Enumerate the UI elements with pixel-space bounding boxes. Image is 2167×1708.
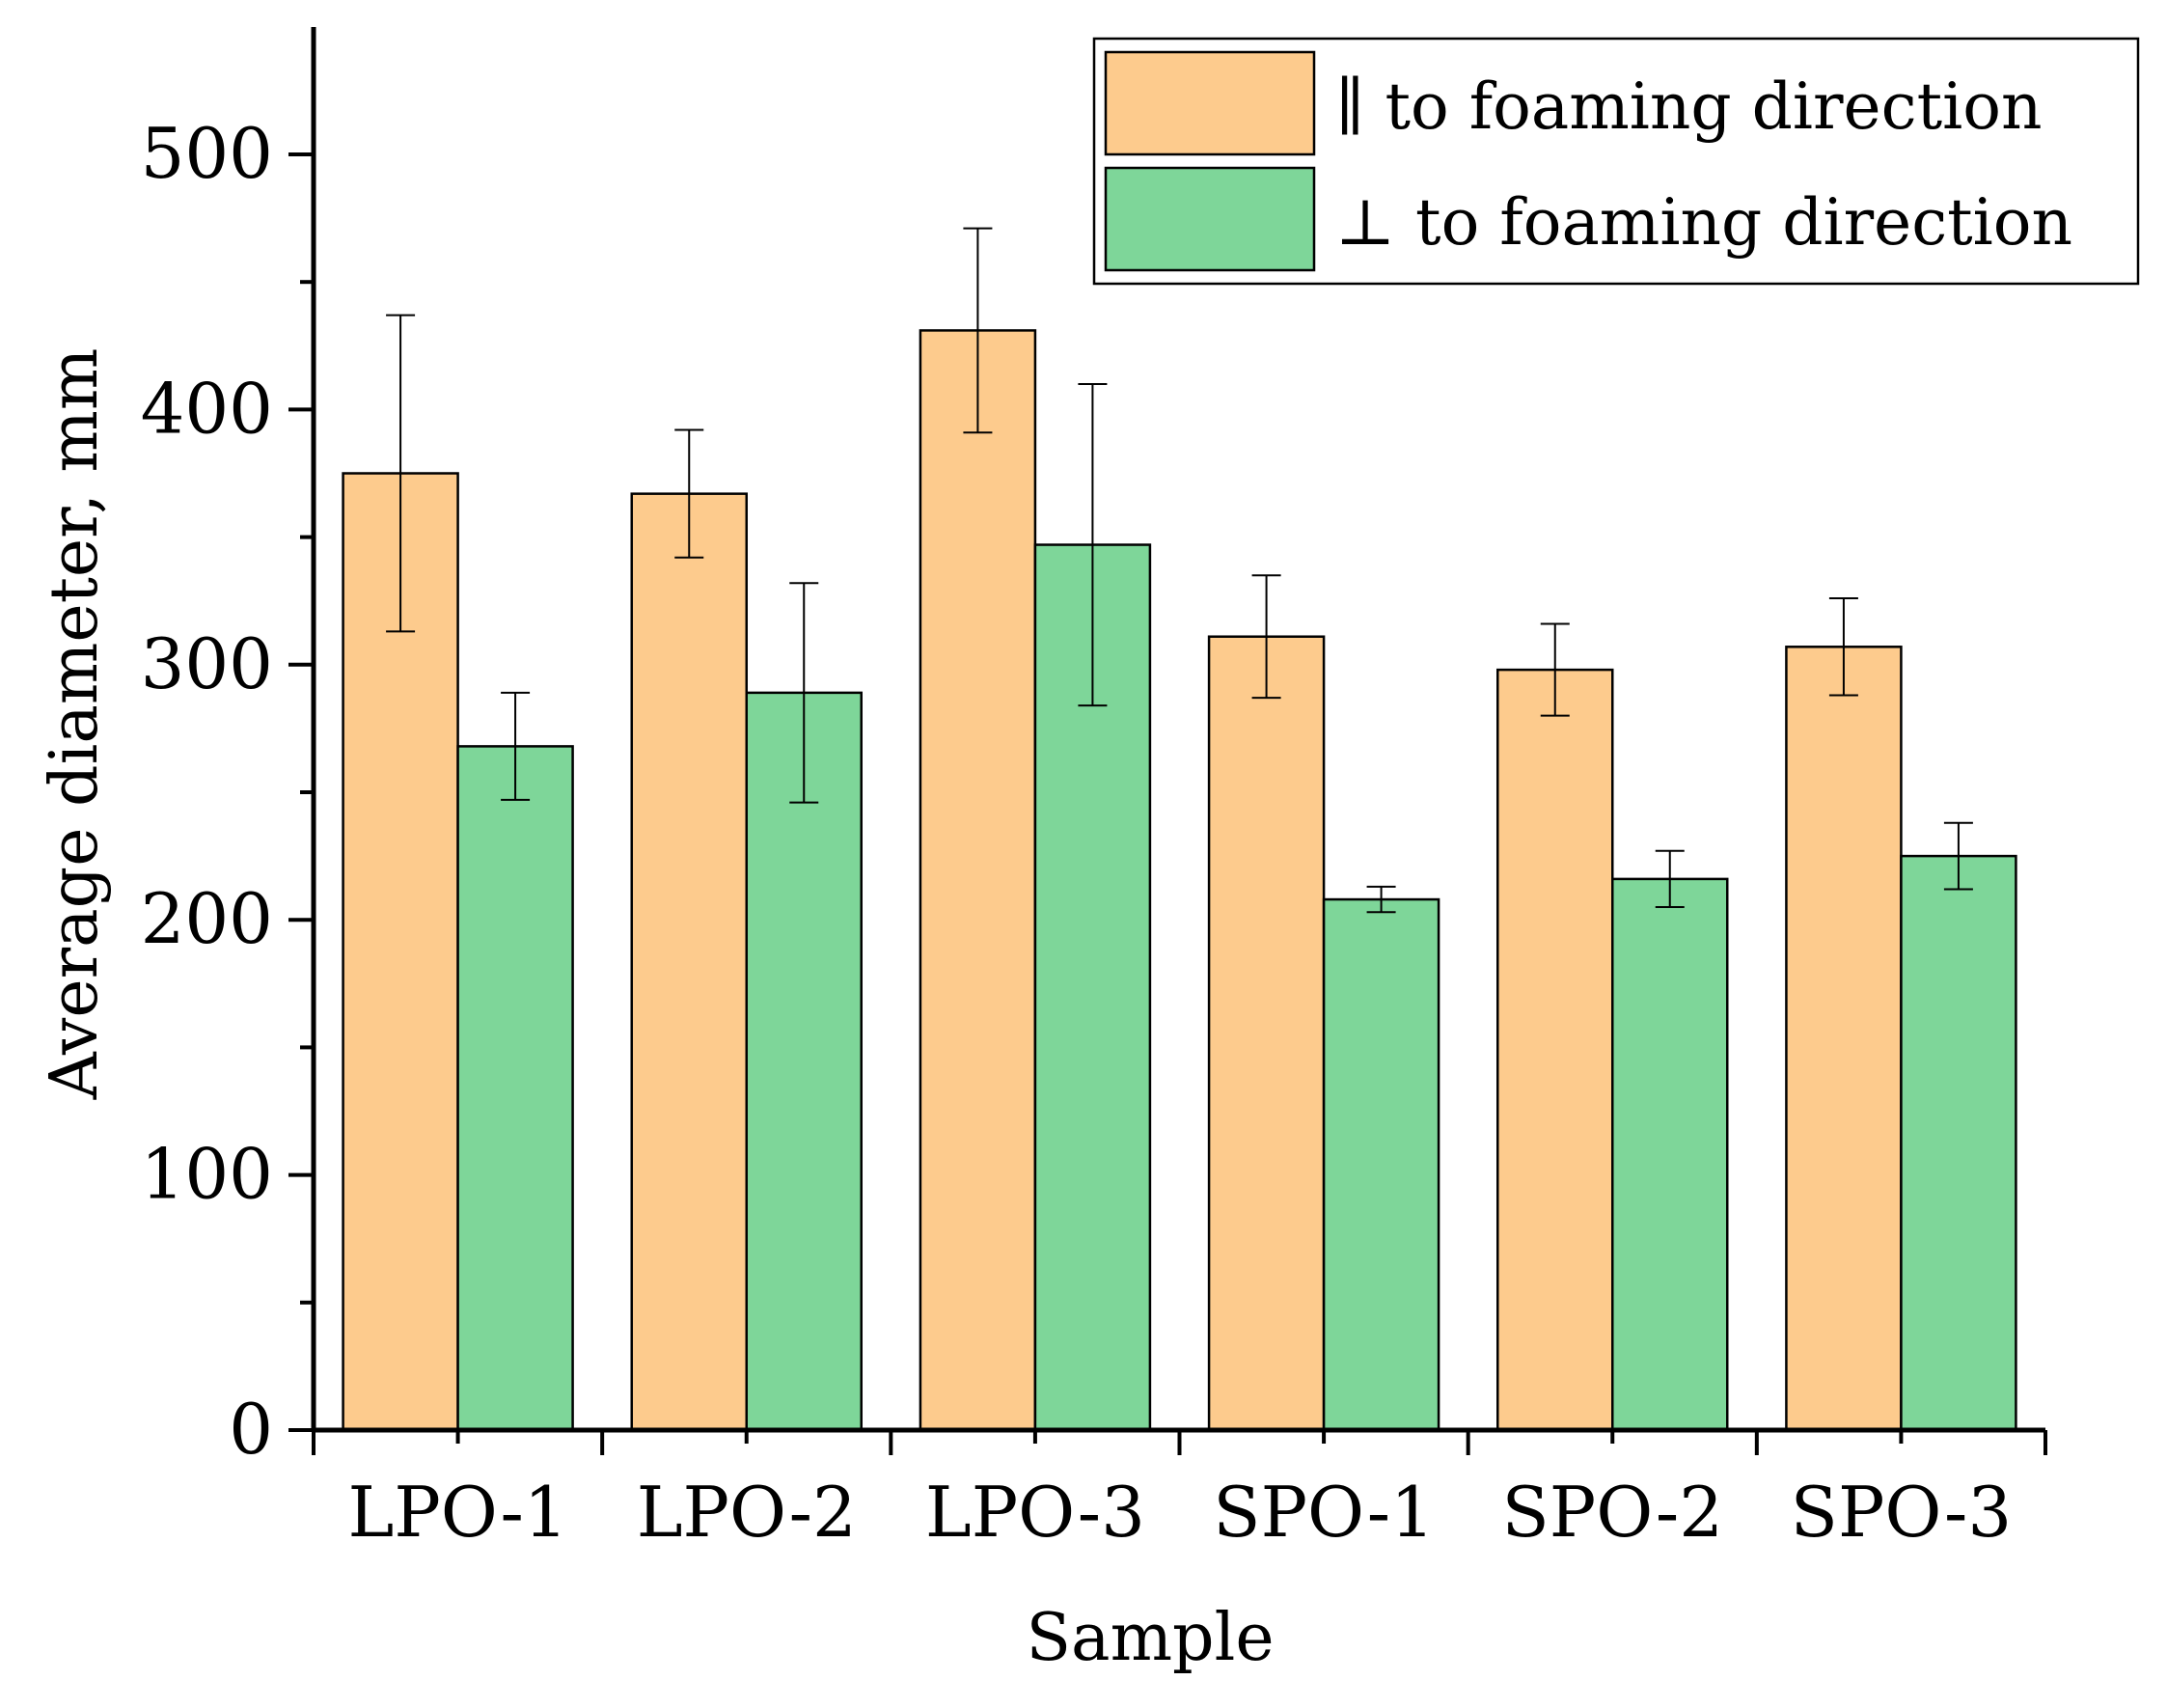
x-tick-label-spo-1: SPO-1 — [1213, 1472, 1435, 1553]
bar-perpendicular-spo-3 — [1900, 854, 2017, 1432]
error-bars-layer — [386, 227, 1973, 914]
x-tick-label-lpo-1: LPO-1 — [348, 1472, 568, 1553]
y-tick-label-400: 400 — [141, 368, 273, 449]
y-tick-label-200: 200 — [141, 878, 273, 959]
legend-swatch-parallel — [1104, 50, 1316, 156]
bar-parallel-lpo-3 — [919, 329, 1037, 1432]
bar-perpendicular-lpo-2 — [745, 691, 863, 1432]
y-axis-title: Average diameter, mm — [37, 348, 113, 1101]
y-tick-label-0: 0 — [229, 1389, 273, 1470]
ticks-layer: 0 100 200 300 400 500 LPO-1 LPO-2 LPO-3 SPO-1 SPO-… — [141, 113, 2047, 1553]
y-tick-label-300: 300 — [141, 623, 273, 704]
legend: ∥ to foaming direction ⊥ to foaming dire… — [1092, 37, 2140, 286]
bar-parallel-spo-2 — [1496, 668, 1614, 1432]
bar-perpendicular-lpo-1 — [456, 745, 574, 1432]
bar-perpendicular-spo-1 — [1322, 897, 1440, 1432]
y-tick-label-500: 500 — [141, 113, 273, 194]
legend-swatch-perpendicular — [1104, 166, 1316, 272]
x-tick-label-lpo-2: LPO-2 — [637, 1472, 857, 1553]
bar-parallel-lpo-2 — [630, 492, 748, 1432]
legend-label-parallel: ∥ to foaming direction — [1335, 69, 2042, 144]
bar-parallel-spo-3 — [1785, 646, 1903, 1432]
bars-layer — [342, 329, 2017, 1432]
y-tick-label-100: 100 — [141, 1134, 273, 1215]
bar-parallel-lpo-1 — [342, 472, 459, 1432]
x-tick-label-spo-3: SPO-3 — [1791, 1472, 2013, 1553]
legend-label-perpendicular: ⊥ to foaming direction — [1335, 185, 2072, 260]
x-tick-label-spo-2: SPO-2 — [1501, 1472, 1723, 1553]
bar-parallel-spo-1 — [1207, 635, 1326, 1432]
bar-perpendicular-spo-2 — [1611, 877, 1729, 1432]
x-axis-title: Sample — [1026, 1600, 1274, 1676]
x-tick-label-lpo-3: LPO-3 — [925, 1472, 1145, 1553]
